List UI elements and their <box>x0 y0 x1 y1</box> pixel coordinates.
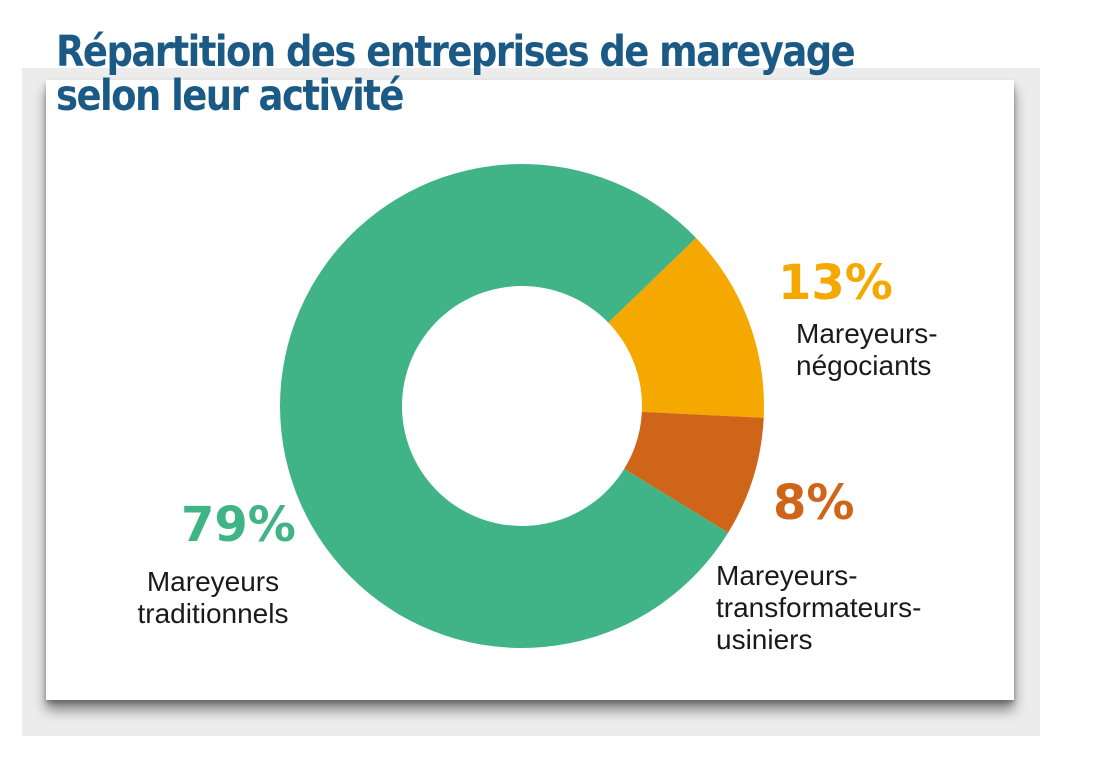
slice-label-traditionnels-line-1: Mareyeurs <box>146 566 280 597</box>
slice-label-traditionnels-line-2: traditionnels <box>137 598 289 629</box>
slice-label-negociants-line-1: Mareyeurs- <box>796 318 938 349</box>
slice-label-traditionnels: Mareyeurs traditionnels <box>118 566 308 630</box>
slice-transformateurs <box>624 411 764 533</box>
slice-traditionnels <box>280 163 729 648</box>
chart-title-line-2: selon leur activité <box>56 71 404 121</box>
slice-label-transformateurs-line-1: Mareyeurs- <box>716 560 858 591</box>
slice-label-transformateurs: Mareyeurs- transformateurs- usiniers <box>716 560 921 656</box>
chart-title-line-1: Répartition des entreprises de mareyage <box>56 27 856 77</box>
slice-label-transformateurs-line-2: transformateurs- <box>716 592 922 623</box>
slice-label-negociants: Mareyeurs- négociants <box>796 318 938 382</box>
slice-label-transformateurs-line-3: usiniers <box>716 624 813 655</box>
slice-value-traditionnels: 79% <box>181 497 296 553</box>
slice-label-negociants-line-2: négociants <box>796 350 932 381</box>
slice-negociants <box>608 237 764 418</box>
chart-title: Répartition des entreprises de mareyage … <box>56 27 856 121</box>
slice-value-negociants: 13% <box>778 255 893 311</box>
slice-value-transformateurs: 8% <box>773 475 855 531</box>
